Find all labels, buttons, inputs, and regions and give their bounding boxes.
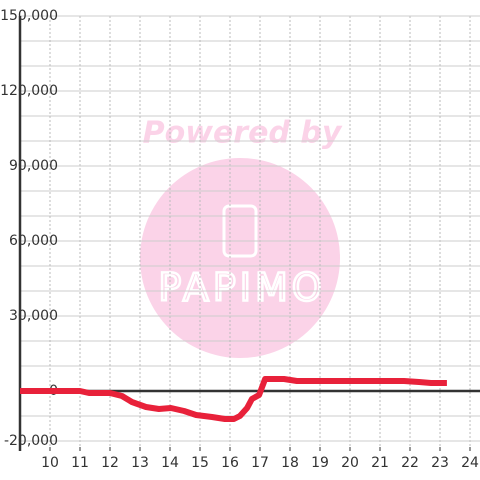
x-tick-label: 24 bbox=[461, 455, 479, 471]
y-tick-label: 150,000 bbox=[0, 8, 58, 24]
x-tick-label: 23 bbox=[431, 455, 449, 471]
x-tick-label: 18 bbox=[281, 455, 299, 471]
x-tick-label: 21 bbox=[371, 455, 389, 471]
x-tick-label: 14 bbox=[161, 455, 179, 471]
x-tick-label: 22 bbox=[401, 455, 419, 471]
y-tick-label: 90,000 bbox=[9, 158, 58, 174]
y-tick-label: 30,000 bbox=[9, 308, 58, 324]
watermark-logo: PAPIMO bbox=[158, 266, 325, 310]
y-tick-label: 60,000 bbox=[9, 233, 58, 249]
y-tick-label: -20,000 bbox=[4, 433, 58, 449]
x-tick-label: 17 bbox=[251, 455, 269, 471]
x-tick-label: 13 bbox=[131, 455, 149, 471]
watermark-text: Powered by bbox=[143, 116, 343, 151]
x-tick-label: 10 bbox=[41, 455, 59, 471]
x-tick-label: 12 bbox=[101, 455, 119, 471]
y-tick-label: 120,000 bbox=[0, 83, 58, 99]
x-tick-label: 15 bbox=[191, 455, 209, 471]
x-tick-label: 19 bbox=[311, 455, 329, 471]
x-tick-label: 16 bbox=[221, 455, 239, 471]
x-tick-label: 11 bbox=[71, 455, 89, 471]
line bbox=[20, 376, 447, 422]
x-tick-label: 20 bbox=[341, 455, 359, 471]
watermark-icon bbox=[222, 204, 258, 258]
